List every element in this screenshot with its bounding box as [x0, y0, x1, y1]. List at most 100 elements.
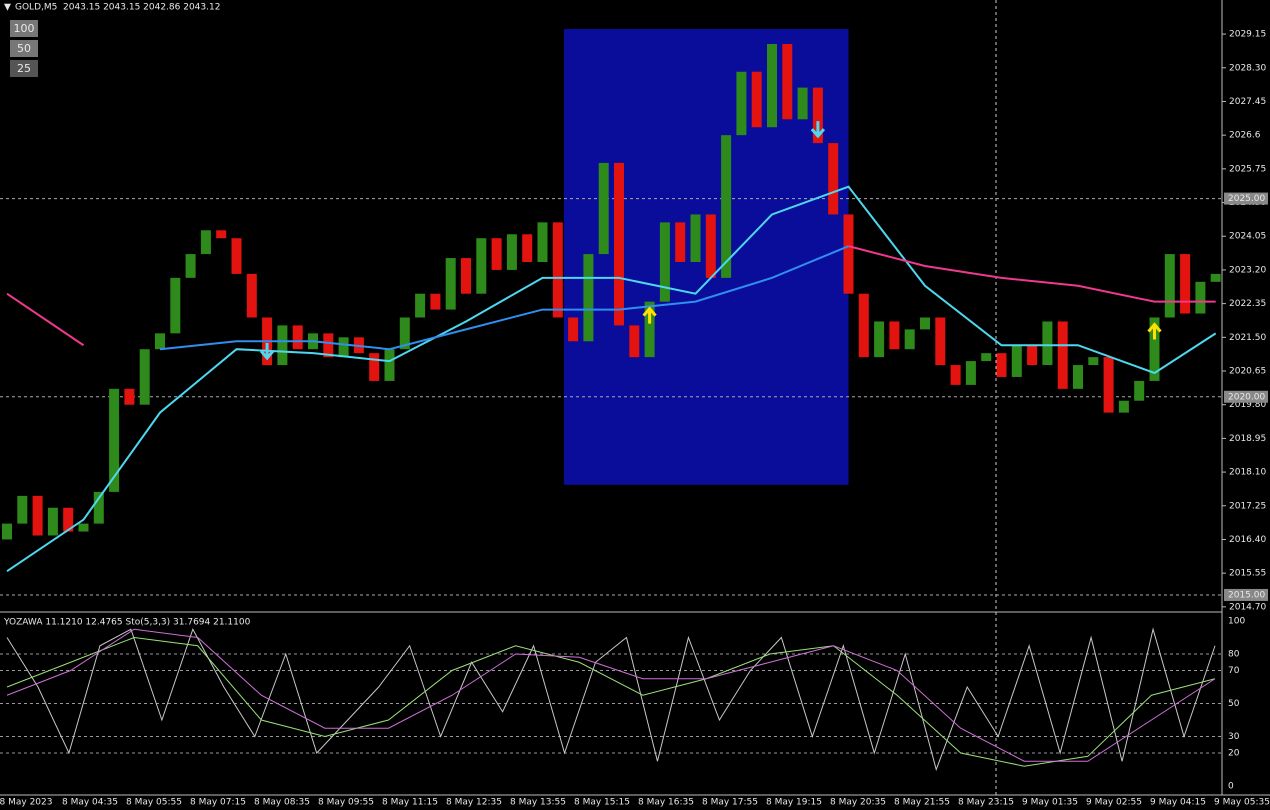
zoom-button-label[interactable]: 100: [14, 22, 35, 35]
level-label: 2025.00: [1228, 194, 1265, 204]
price-bar: [690, 214, 701, 263]
time-label: 8 May 16:35: [638, 798, 694, 808]
price-bar: [292, 325, 303, 350]
price-bar: [552, 222, 563, 318]
moving-average: [6, 245, 1216, 347]
time-label: 9 May 01:35: [1022, 798, 1078, 808]
price-bar: [1057, 321, 1068, 389]
price-bar: [629, 325, 640, 358]
price-bar: [93, 491, 104, 524]
price-bar: [858, 293, 869, 358]
time-label: 8 May 17:55: [702, 798, 758, 808]
level-box: [1224, 588, 1268, 601]
time-label: 8 May 19:15: [766, 798, 822, 808]
level-box: [1224, 192, 1268, 205]
level-label: 2020.00: [1228, 392, 1265, 402]
oscillator-line: [6, 636, 1216, 767]
zoom-button-label[interactable]: 25: [17, 62, 31, 75]
y-tick-label: 2024.05: [1229, 232, 1266, 242]
y-tick-label: 2020.65: [1229, 367, 1266, 377]
price-bar: [843, 214, 854, 294]
time-label: 8 May 04:35: [62, 798, 118, 808]
zoom-button[interactable]: [10, 20, 38, 37]
price-bar: [675, 222, 686, 263]
y-tick-label: 2021.50: [1229, 333, 1266, 343]
price-bar: [200, 230, 211, 255]
price-bar: [1103, 357, 1114, 413]
time-label: 9 May 02:55: [1086, 798, 1142, 808]
price-bar: [384, 349, 395, 381]
zoom-button[interactable]: [10, 60, 38, 77]
zoom-button[interactable]: [10, 40, 38, 57]
price-bar: [1134, 380, 1145, 401]
price-bar: [996, 353, 1007, 377]
price-bar: [537, 222, 548, 263]
y-tick-label: 2019.80: [1229, 400, 1266, 410]
price-bar: [721, 135, 732, 278]
price-bar: [216, 230, 227, 239]
price-bar: [644, 301, 655, 358]
time-label: 8 May 05:55: [126, 798, 182, 808]
y-tick-label: 2014.70: [1229, 602, 1266, 612]
time-label: 9 May 04:15: [1150, 798, 1206, 808]
price-bar: [736, 71, 747, 136]
price-bar: [767, 43, 777, 128]
price-bar: [155, 333, 165, 350]
price-bar: [1011, 345, 1022, 377]
price-bar: [170, 277, 181, 334]
y-tick-label: 2022.35: [1229, 299, 1266, 309]
time-label: 8 May 11:15: [382, 798, 438, 808]
price-bar: [812, 87, 823, 144]
time-label: 8 May 23:15: [958, 798, 1014, 808]
osc-tick-label: 100: [1228, 617, 1245, 627]
price-bar: [950, 365, 961, 385]
quote: 2043.15 2043.15 2042.86 2043.12: [63, 3, 220, 13]
price-bar: [185, 254, 196, 278]
price-bar: [338, 337, 349, 358]
osc-tick-label: 80: [1228, 650, 1240, 660]
moving-average: [159, 245, 849, 351]
osc-tick-label: 0: [1228, 782, 1234, 792]
price-bar: [246, 273, 257, 318]
price-bar: [277, 325, 288, 366]
price-bar: [415, 293, 426, 318]
price-bar: [920, 317, 930, 330]
price-bar: [782, 43, 793, 120]
price-bar: [1088, 357, 1099, 366]
y-tick-label: 2028.30: [1229, 63, 1266, 73]
price-bar: [78, 523, 89, 532]
osc-tick-label: 70: [1228, 666, 1240, 676]
price-bar: [1073, 365, 1083, 389]
osc-tick-label: 50: [1228, 699, 1240, 709]
price-bar: [935, 317, 946, 366]
time-label: 8 May 15:15: [574, 798, 630, 808]
price-bar: [889, 321, 900, 350]
price-bar: [476, 238, 487, 294]
price-bar: [1118, 400, 1129, 413]
oscillator-line: [6, 628, 1216, 762]
price-bar: [522, 234, 533, 263]
level-box: [1224, 390, 1268, 403]
buy-arrow: [642, 306, 657, 324]
osc-tick-label: 30: [1228, 732, 1240, 742]
time-label: 9 May 05:35: [1214, 798, 1270, 808]
price-bar: [1027, 345, 1038, 366]
y-tick-label: 2025.75: [1229, 164, 1266, 174]
price-bar: [17, 495, 28, 524]
price-bar: [1042, 321, 1053, 366]
price-bar: [323, 333, 334, 358]
price-bar: [506, 234, 517, 270]
oscillator-title: YOZAWA 11.1210 12.4765 Sto(5,3,3) 31.769…: [3, 618, 251, 628]
price-bar: [568, 317, 579, 342]
zoom-button-label[interactable]: 50: [17, 42, 31, 55]
sell-arrow: [810, 121, 826, 139]
price-bar: [874, 321, 885, 358]
time-label: 8 May 13:55: [510, 798, 566, 808]
price-bar: [1210, 273, 1221, 282]
price-bar: [614, 162, 624, 326]
price-bar: [32, 495, 43, 536]
time-label: 8 May 21:55: [894, 798, 950, 808]
time-label: 8 May 20:35: [830, 798, 886, 808]
price-bar: [1195, 281, 1206, 314]
